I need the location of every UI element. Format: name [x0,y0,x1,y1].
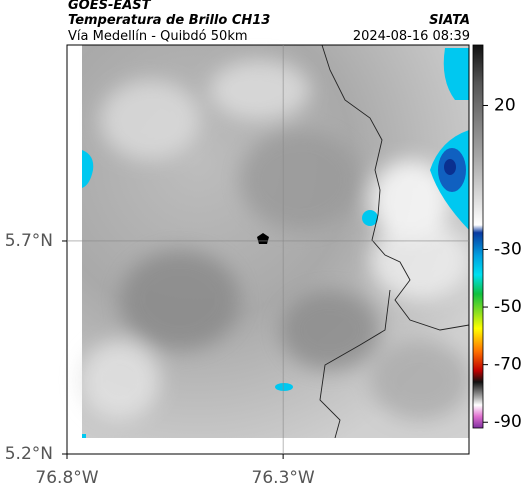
map-frame [66,44,470,455]
lon-tick-label: 76.3°W [252,468,315,488]
colorbar-tick-label: -30 [494,239,522,259]
colorbar-tick-label: -70 [494,355,522,375]
colorbar-tick-label: -50 [494,297,522,317]
lon-tick-label: 76.8°W [35,468,98,488]
product: Temperatura de Brillo CH13 [68,13,270,28]
satellite-image [80,44,470,454]
colorbar-tick-label: -90 [494,412,522,432]
colorbar-tick-label: 20 [494,95,516,115]
brand: SIATA [429,13,470,28]
timestamp: 2024-08-16 08:39 [353,29,470,44]
source: GOES-EAST [68,0,152,13]
lat-tick-label: 5.7°N [5,231,53,251]
lat-tick-label: 5.2°N [5,444,53,464]
region: Vía Medellín - Quibdó 50km [68,29,248,44]
colorbar [472,44,484,429]
